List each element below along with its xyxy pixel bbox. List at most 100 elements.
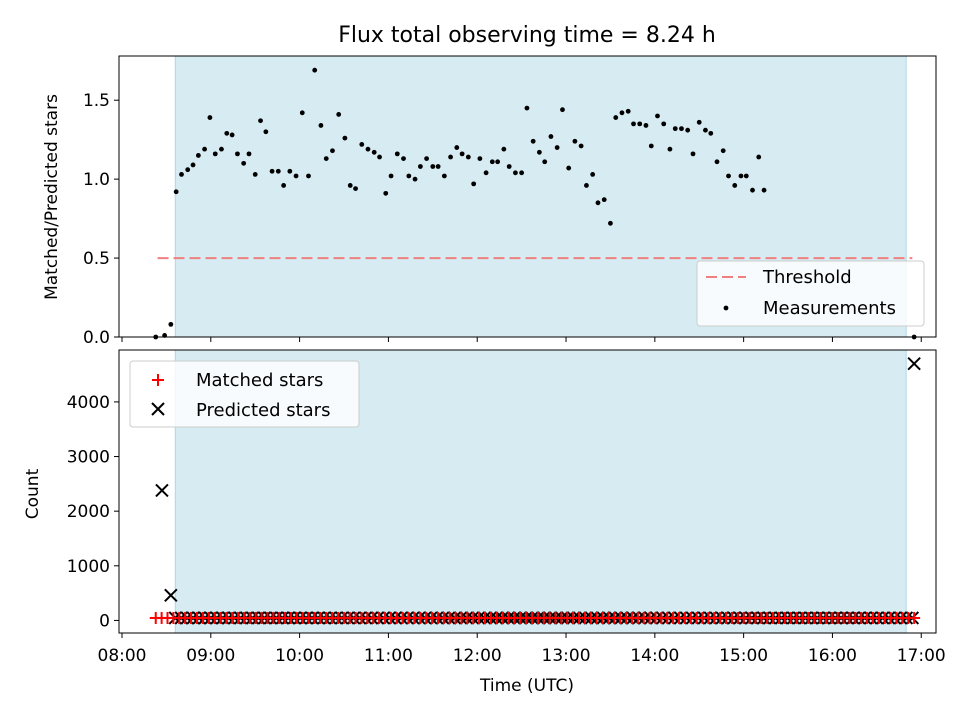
measurement-point-53 xyxy=(465,154,471,160)
measurement-point-100 xyxy=(743,173,749,179)
measurement-point-52 xyxy=(459,151,465,157)
measurement-point-87 xyxy=(667,146,673,152)
measurement-point-83 xyxy=(643,123,649,128)
predicted-outlier-0 xyxy=(155,483,169,498)
measurement-point-32 xyxy=(342,135,348,141)
bottom-ytick-label-2: 2000 xyxy=(67,502,110,522)
predicted-outlier-2 xyxy=(907,356,921,371)
measurement-point-88 xyxy=(672,126,678,132)
measurement-point-61 xyxy=(513,170,518,176)
measurement-point-101 xyxy=(750,187,755,193)
top-ytick-label-0: 0.0 xyxy=(83,328,110,348)
measurement-point-22 xyxy=(281,183,287,188)
measurement-point-69 xyxy=(560,107,565,113)
measurement-point-12 xyxy=(224,130,230,136)
measurement-point-91 xyxy=(690,151,696,157)
measurement-point-33 xyxy=(347,183,353,188)
bottom-y-axis-label: Count xyxy=(23,468,43,519)
top-ytick-label-1: 0.5 xyxy=(83,249,110,269)
measurement-point-15 xyxy=(241,160,247,166)
measurement-point-34 xyxy=(353,186,358,192)
measurement-point-71 xyxy=(572,138,578,144)
measurement-point-79 xyxy=(619,110,625,116)
matched-legend-label: Matched stars xyxy=(196,370,323,391)
predicted-legend-label: Predicted stars xyxy=(196,400,330,421)
measurement-point-10 xyxy=(212,151,218,157)
measurement-point-64 xyxy=(530,138,536,144)
measurement-point-41 xyxy=(394,151,400,157)
measurement-point-25 xyxy=(299,110,305,116)
bottom-legend-box xyxy=(129,360,360,428)
top-axes-frame xyxy=(118,55,937,338)
measurement-point-103 xyxy=(761,187,767,193)
measurement-point-73 xyxy=(584,183,589,188)
measurements-legend-swatch xyxy=(723,305,729,311)
measurement-point-43 xyxy=(406,173,412,179)
measurement-point-44 xyxy=(412,176,418,182)
measurement-point-48 xyxy=(435,164,441,169)
measurement-point-66 xyxy=(542,159,548,165)
top-y-ticks: 0.0 0.5 1.0 1.5 xyxy=(83,91,119,348)
top-y-axis-label: Matched/Predicted stars xyxy=(42,94,62,300)
measurement-point-28 xyxy=(318,123,324,128)
measurements-legend-label: Measurements xyxy=(763,298,896,319)
matched-point-129 xyxy=(908,611,921,624)
xtick-label-6: 14:00 xyxy=(630,646,679,666)
count-points xyxy=(149,356,921,625)
measurement-point-89 xyxy=(679,126,684,132)
bottom-y-ticks: 0 1000 2000 3000 4000 xyxy=(67,393,119,631)
measurement-point-78 xyxy=(613,115,619,120)
measurement-point-26 xyxy=(306,173,311,179)
measurement-point-38 xyxy=(377,154,382,160)
xtick-label-2: 10:00 xyxy=(275,646,324,666)
measurement-point-72 xyxy=(578,143,584,149)
measurement-point-30 xyxy=(330,148,335,154)
measurement-point-13 xyxy=(229,132,235,138)
measurement-point-74 xyxy=(590,171,596,177)
measurement-point-37 xyxy=(371,149,377,155)
top-panel: Flux total observing time = 8.24 h 0.0 0.… xyxy=(42,23,937,348)
measurement-point-19 xyxy=(263,129,269,135)
x-axis-label: Time (UTC) xyxy=(479,676,574,696)
measurement-point-11 xyxy=(219,146,224,152)
measurement-point-67 xyxy=(548,134,554,139)
measurement-point-55 xyxy=(477,156,483,162)
top-legend: Threshold Measurements xyxy=(696,260,925,327)
measurement-point-99 xyxy=(738,173,744,179)
measurement-point-42 xyxy=(401,156,406,162)
measurement-point-82 xyxy=(637,121,643,127)
measurement-point-18 xyxy=(258,118,263,124)
measurement-point-3 xyxy=(173,189,179,195)
bottom-ytick-label-4: 4000 xyxy=(67,393,110,413)
xtick-label-1: 09:00 xyxy=(186,646,235,666)
measurement-point-4 xyxy=(179,171,184,177)
measurement-point-8 xyxy=(202,146,207,152)
measurement-point-17 xyxy=(252,171,258,177)
measurement-point-6 xyxy=(190,162,196,168)
measurement-point-59 xyxy=(501,146,507,152)
xtick-label-0: 08:00 xyxy=(98,646,147,666)
bottom-ytick-label-0: 0 xyxy=(99,611,110,631)
top-ytick-label-2: 1.0 xyxy=(83,170,110,190)
measurement-point-5 xyxy=(185,167,191,173)
measurement-point-85 xyxy=(655,113,660,119)
measurement-point-86 xyxy=(661,121,667,127)
xtick-label-5: 13:00 xyxy=(542,646,591,666)
bottom-axes-frame xyxy=(118,349,937,634)
measurement-point-39 xyxy=(383,190,389,196)
xtick-label-9: 17:00 xyxy=(897,646,946,666)
measurement-point-35 xyxy=(359,142,365,147)
measurement-point-62 xyxy=(519,170,525,176)
top-chart-title: Flux total observing time = 8.24 h xyxy=(338,23,716,48)
bottom-ytick-label-3: 3000 xyxy=(67,448,110,468)
xtick-label-7: 15:00 xyxy=(719,646,768,666)
measurement-point-60 xyxy=(506,164,512,169)
predicted-outlier-1 xyxy=(164,588,178,603)
measurement-point-45 xyxy=(417,164,423,169)
bottom-panel: 0 1000 2000 3000 4000 08:00 09:00 10:00 11:00 12… xyxy=(23,349,946,696)
measurement-point-47 xyxy=(430,164,436,169)
measurement-point-51 xyxy=(454,145,460,150)
measurement-point-94 xyxy=(708,130,714,136)
measurement-point-16 xyxy=(246,151,252,157)
measurement-point-7 xyxy=(195,153,201,158)
